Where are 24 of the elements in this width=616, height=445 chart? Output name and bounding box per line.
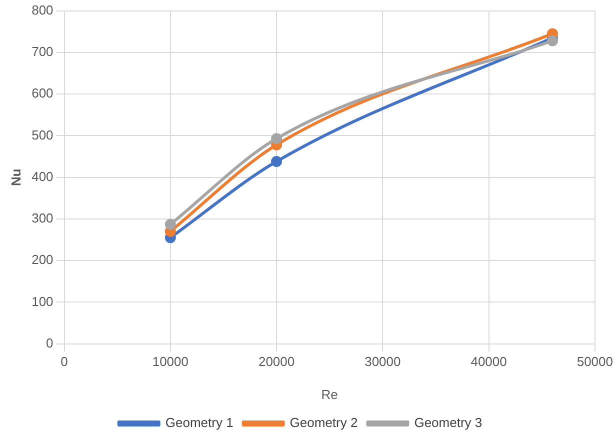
point — [271, 133, 282, 144]
x-tick-label: 0 — [60, 354, 68, 370]
legend-label: Geometry 3 — [414, 415, 482, 430]
y-tick-label: 300 — [32, 210, 54, 226]
legend-label: Geometry 2 — [290, 415, 358, 430]
y-tick-label: 800 — [32, 2, 54, 18]
y-tick-label: 400 — [32, 168, 54, 184]
point — [546, 35, 558, 46]
x-tick-label: 50000 — [576, 354, 614, 370]
x-tick-label: 20000 — [258, 354, 295, 370]
x-axis-title: Re — [321, 386, 338, 402]
point — [164, 218, 176, 230]
y-tick-label: 0 — [46, 335, 54, 350]
y-axis-title: Nu — [8, 168, 24, 186]
legend-label: Geometry 1 — [165, 415, 234, 430]
y-tick-label: 100 — [32, 294, 54, 309]
y-tick-label: 700 — [32, 44, 54, 60]
y-tick-label: 600 — [32, 86, 54, 101]
x-tick-label: 30000 — [364, 354, 401, 370]
y-tick-label: 200 — [32, 252, 54, 268]
point — [271, 156, 282, 167]
x-tick-label: 10000 — [152, 354, 188, 370]
y-tick-label: 500 — [32, 127, 54, 142]
x-tick-label: 40000 — [470, 354, 507, 370]
